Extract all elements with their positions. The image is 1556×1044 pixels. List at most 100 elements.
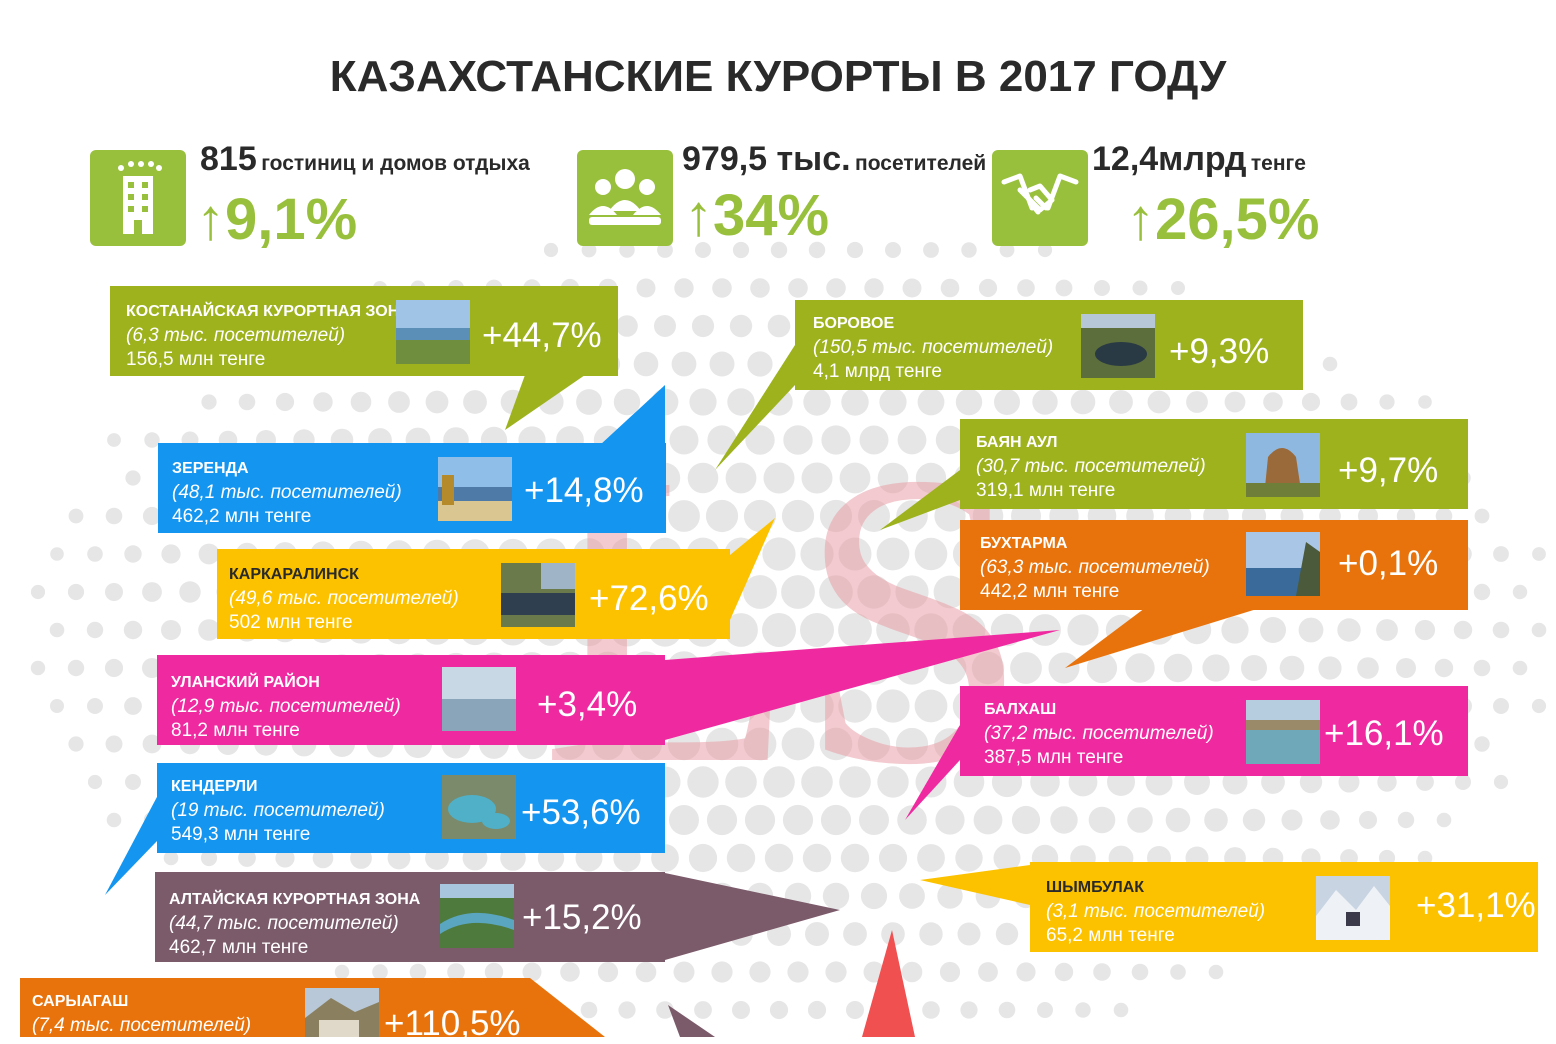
- dot: [1322, 356, 1338, 372]
- stat-visitors-value: 979,5 тыс.: [682, 140, 851, 178]
- dot: [1281, 809, 1303, 831]
- dot: [687, 462, 719, 494]
- resort-visitors: (30,7 тыс. посетителей): [976, 456, 1206, 477]
- dot: [743, 727, 777, 761]
- resort-growth: +14,8%: [524, 471, 644, 510]
- dot: [313, 392, 333, 412]
- dot: [838, 689, 872, 723]
- dot: [781, 499, 815, 533]
- resort-name: БОРОВОЕ: [813, 315, 895, 332]
- dot: [142, 582, 162, 602]
- dot: [1260, 617, 1286, 643]
- dot: [105, 735, 123, 753]
- dot: [1202, 654, 1230, 682]
- pointer-shymbulak: [920, 865, 1030, 905]
- dot: [87, 546, 103, 562]
- dot: [935, 425, 965, 455]
- dot: [105, 583, 123, 601]
- resort-photo: [440, 884, 514, 948]
- dot: [843, 922, 867, 946]
- stat-revenue-value: 12,4млрд: [1092, 140, 1247, 178]
- pointer-balkhash: [905, 725, 960, 820]
- dot: [1017, 279, 1035, 297]
- dot: [919, 922, 943, 946]
- dot: [819, 575, 853, 609]
- dot: [179, 581, 201, 603]
- dot: [846, 241, 864, 259]
- dot: [1376, 619, 1398, 641]
- dot: [923, 242, 939, 258]
- dot: [885, 242, 901, 258]
- resort-visitors: (150,5 тыс. посетителей): [813, 337, 1054, 358]
- dot: [819, 727, 853, 761]
- dot: [1340, 393, 1358, 411]
- dot: [1512, 584, 1528, 600]
- dot: [198, 543, 220, 565]
- resort-revenue: 442,2 млн тенге: [980, 581, 1120, 602]
- pointer-borovoe: [715, 345, 795, 470]
- resort-visitors: (3,1 тыс. посетителей): [1046, 901, 1266, 922]
- resort-name: ШЫМБУЛАК: [1046, 879, 1145, 896]
- dot: [939, 961, 961, 983]
- dot: [709, 351, 735, 377]
- dot: [30, 584, 46, 600]
- dot: [67, 659, 85, 677]
- dot: [859, 805, 889, 835]
- dot: [743, 575, 777, 609]
- resort-name: КЕНДЕРЛИ: [171, 778, 258, 795]
- resort-name: ЗЕРЕНДА: [172, 460, 249, 477]
- resort-text: ЗЕРЕНДА (48,1 тыс. посетителей) 462,2 мл…: [172, 457, 422, 529]
- dot: [838, 613, 872, 647]
- dot: [543, 242, 559, 258]
- dot: [463, 390, 487, 414]
- dot: [1093, 963, 1111, 981]
- dot: [198, 619, 220, 641]
- dot: [840, 843, 870, 873]
- resort-growth: +9,3%: [1169, 332, 1270, 371]
- dot: [1037, 1002, 1053, 1018]
- dot: [961, 242, 977, 258]
- dot: [107, 433, 121, 447]
- resort-growth: +9,7%: [1338, 451, 1439, 490]
- dot: [1379, 394, 1395, 410]
- dot: [838, 537, 872, 571]
- dot: [484, 962, 504, 982]
- dot: [124, 545, 142, 563]
- resort-growth: +0,1%: [1338, 544, 1439, 583]
- resort-card-bayanaul: БАЯН АУЛ (30,7 тыс. посетителей) 319,1 м…: [960, 419, 1468, 509]
- dot: [668, 500, 700, 532]
- resort-visitors: (49,6 тыс. посетителей): [229, 588, 459, 609]
- dot: [1455, 774, 1471, 790]
- dot: [1067, 614, 1099, 646]
- dot: [597, 961, 619, 983]
- dot: [914, 537, 948, 571]
- resort-revenue: 462,2 млн тенге: [172, 506, 312, 527]
- dot: [1397, 811, 1415, 829]
- dot: [801, 462, 833, 494]
- dot: [960, 1001, 978, 1019]
- resort-growth: +72,6%: [589, 579, 709, 618]
- dot: [744, 804, 776, 836]
- resort-name: УЛАНСКИЙ РАЙОН: [171, 674, 320, 691]
- dot: [691, 314, 715, 338]
- dot: [857, 727, 891, 761]
- dot: [161, 620, 181, 640]
- dot: [124, 697, 142, 715]
- dot: [917, 388, 945, 416]
- resort-photo: [438, 457, 512, 521]
- dot: [1493, 546, 1509, 562]
- dot: [787, 961, 809, 983]
- resort-growth: +110,5%: [384, 1004, 521, 1043]
- stat-hotels-head: 815 гостиниц и домов отдыха: [200, 140, 530, 179]
- dot: [876, 613, 910, 647]
- dot: [201, 394, 217, 410]
- dot: [200, 849, 218, 867]
- dot: [994, 389, 1020, 415]
- handshake-icon-box: [992, 150, 1088, 246]
- dot: [580, 1001, 598, 1019]
- dot: [163, 850, 179, 866]
- dot: [105, 507, 123, 525]
- dot: [1434, 658, 1454, 678]
- dot: [1055, 279, 1073, 297]
- dot: [1241, 655, 1267, 681]
